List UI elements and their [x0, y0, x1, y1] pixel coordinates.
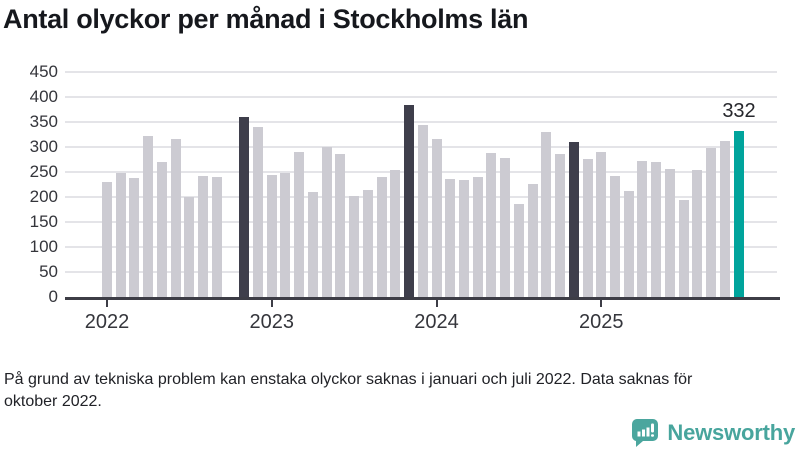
bar-2024-08 — [527, 183, 538, 297]
bar-2025-01 — [596, 151, 607, 297]
bar-2024-02 — [445, 179, 456, 297]
bar-2022-08 — [198, 176, 209, 297]
bar-2022-06 — [170, 138, 181, 297]
bar-2025-06 — [664, 168, 675, 297]
gridline-450 — [65, 71, 777, 73]
footnote-line-2: oktober 2022. — [4, 393, 102, 410]
bar-2023-12 — [417, 124, 428, 297]
bar-2023-03 — [294, 152, 305, 297]
bar-2024-12 — [582, 159, 593, 297]
y-axis-label-0: 0 — [48, 287, 58, 306]
footnote-line-1: På grund av tekniska problem kan enstaka… — [4, 371, 693, 388]
bar-2023-01 — [266, 175, 277, 297]
bar-2025-09 — [706, 148, 717, 297]
bar-2025-03 — [623, 190, 634, 297]
newsworthy-icon — [631, 418, 659, 448]
y-axis-label-50: 50 — [39, 262, 58, 281]
y-axis-label-200: 200 — [29, 187, 58, 206]
bar-2022-07 — [184, 197, 195, 297]
x-axis-label-2024: 2024 — [414, 311, 459, 333]
bar-2025-08 — [692, 169, 703, 297]
footnote: På grund av tekniska problem kan enstaka… — [4, 369, 796, 413]
bar-2022-03 — [129, 178, 140, 297]
x-axis-tick-2023 — [270, 300, 273, 307]
bar-2022-02 — [115, 172, 126, 297]
bar-2022-04 — [143, 136, 154, 297]
bar-2023-06 — [335, 153, 346, 297]
bar-2025-11 — [733, 131, 744, 297]
newsworthy-wordmark: Newsworthy — [667, 420, 795, 445]
bar-2022-09 — [211, 176, 222, 297]
y-axis-label-100: 100 — [29, 237, 58, 256]
x-axis-tick-2024 — [435, 300, 438, 307]
bar-2022-12 — [253, 127, 264, 297]
x-axis-tick-2025 — [600, 300, 603, 307]
gridline-350 — [65, 121, 777, 123]
bar-2024-01 — [431, 138, 442, 297]
bar-2023-07 — [349, 196, 360, 297]
bar-2025-10 — [719, 140, 730, 297]
bar-2025-04 — [637, 161, 648, 297]
bar-2024-07 — [513, 203, 524, 297]
y-axis-label-300: 300 — [29, 137, 58, 156]
y-axis-label-350: 350 — [29, 112, 58, 131]
y-axis-label-250: 250 — [29, 162, 58, 181]
bar-2024-11 — [568, 141, 579, 297]
chart-title: Antal olyckor per månad i Stockholms län — [3, 4, 529, 34]
y-axis-label-150: 150 — [29, 212, 58, 231]
x-axis-label-2023: 2023 — [249, 311, 295, 333]
bar-2023-11 — [404, 104, 415, 297]
bar-2023-04 — [307, 192, 318, 297]
newsworthy-logo[interactable]: Newsworthy — [631, 417, 795, 449]
x-axis-label-2025: 2025 — [579, 311, 624, 333]
x-axis-tick-2022 — [106, 300, 108, 307]
gridline-400 — [65, 96, 777, 98]
bar-2024-06 — [500, 158, 511, 297]
bar-2023-02 — [280, 173, 291, 297]
bar-2024-05 — [486, 152, 497, 297]
bar-2023-09 — [376, 177, 387, 297]
bar-2023-10 — [390, 169, 401, 297]
latest-value-label: 332 — [722, 100, 756, 122]
bar-2022-11 — [239, 116, 250, 297]
bar-2025-02 — [610, 175, 620, 297]
bar-2025-07 — [678, 199, 689, 297]
y-axis-label-400: 400 — [29, 87, 58, 106]
bar-2024-03 — [458, 180, 469, 297]
bar-2022-01 — [102, 182, 112, 297]
y-axis-label-450: 450 — [29, 62, 58, 81]
bar-2023-05 — [321, 146, 332, 297]
bar-2024-09 — [541, 131, 552, 297]
x-axis-line — [65, 297, 780, 300]
bar-2025-05 — [651, 161, 662, 297]
bar-2023-08 — [362, 190, 373, 297]
bar-2024-04 — [472, 177, 483, 297]
x-axis-label-2022: 2022 — [84, 311, 130, 333]
bar-2022-05 — [156, 162, 167, 297]
bar-2024-10 — [555, 154, 566, 297]
